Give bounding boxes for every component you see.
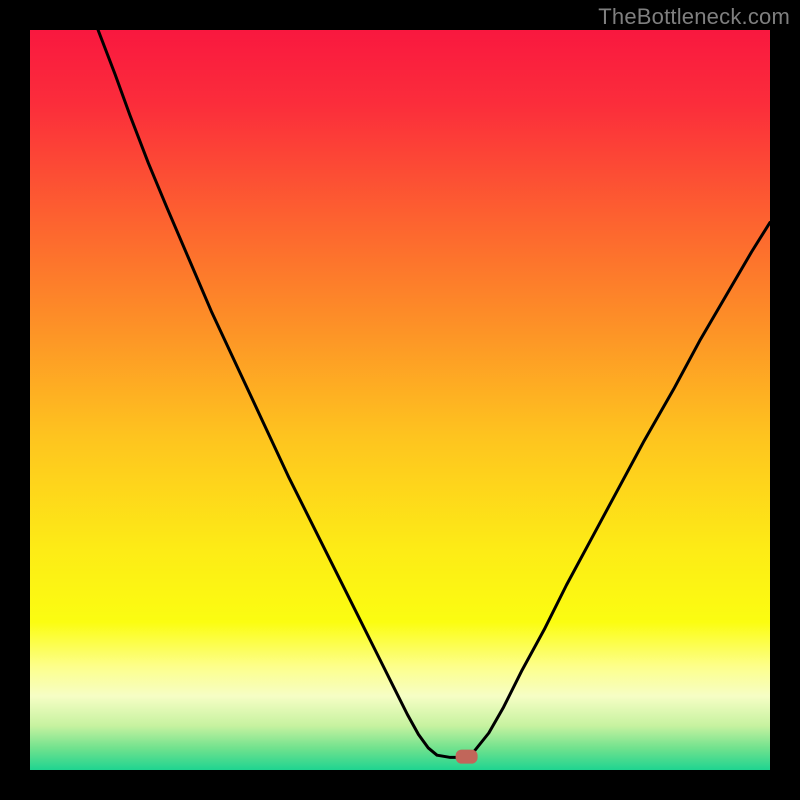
watermark-text: TheBottleneck.com	[598, 4, 790, 30]
optimal-marker	[456, 750, 478, 764]
chart-container: TheBottleneck.com	[0, 0, 800, 800]
bottleneck-chart	[0, 0, 800, 800]
